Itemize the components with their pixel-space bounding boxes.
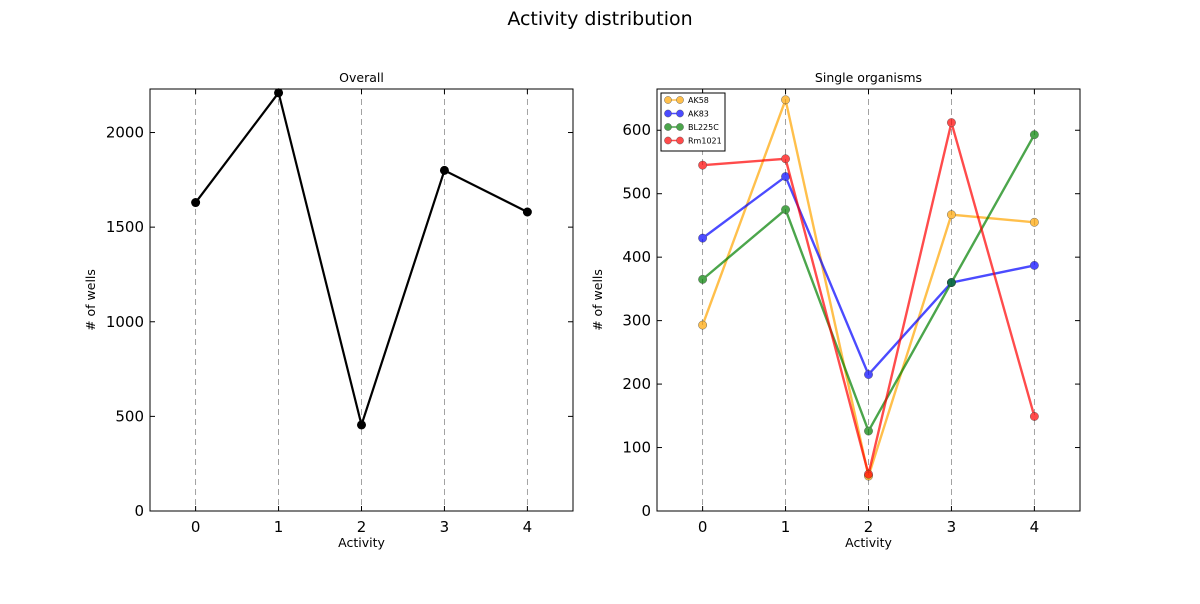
panel-2-ylabel: # of wells <box>590 269 605 331</box>
panel-2-series-rm1021-point-4 <box>1029 412 1039 421</box>
panel-1-ylabel: # of wells <box>83 269 98 331</box>
panel-2-xtick-label-1: 1 <box>781 518 791 536</box>
panel-1-xtick-label-2: 2 <box>357 518 367 536</box>
panel-1-ytick-label-1: 500 <box>115 407 144 425</box>
panel-2-legend-label-1: AK83 <box>688 110 709 119</box>
panel-2-xtick-label-2: 2 <box>864 518 874 536</box>
panel-2-legend-swatch-bl225c <box>664 123 684 131</box>
panel-2-legend-label-2: BL225C <box>688 123 719 132</box>
panel-2-legend-label-3: Rm1021 <box>688 137 722 146</box>
panel-2-legend-entry-ak58: AK58 <box>664 96 709 105</box>
panel-1: 0 1 2 3 4 0 500 1000 1500 2000 Overall Activity # of… <box>83 70 574 550</box>
panel-2-legend-swatch-ak83 <box>664 109 684 118</box>
panel-2-series-bl225c-point-0 <box>698 274 708 284</box>
panel-2-legend-marker-a-1 <box>664 109 672 118</box>
panel-2-legend-label-0: AK58 <box>688 96 709 105</box>
panel-2-series-ak83-point-0 <box>698 233 708 243</box>
panel-2-legend-swatch-rm1021 <box>664 136 684 145</box>
panel-2-xtick-label-4: 4 <box>1030 518 1040 536</box>
panel-1-series-1-point-1 <box>274 88 284 98</box>
panel-2-legend-entry-bl225c: BL225C <box>664 123 719 132</box>
panel-1-series-1-point-0 <box>191 198 201 208</box>
panel-2-series-rm1021-point-3 <box>947 118 956 128</box>
panel-1-ytick-label-4: 2000 <box>106 124 144 142</box>
panel-2-series-ak83-point-2 <box>864 370 873 379</box>
panel-2-ytick-label-6: 600 <box>622 121 651 139</box>
panel-2-legend-entry-ak83: AK83 <box>664 110 709 119</box>
panel-1-series-1 <box>191 88 532 430</box>
panel-2-series-bl225c-point-1 <box>781 205 790 214</box>
panel-2-xtick-label-3: 3 <box>947 518 957 536</box>
panel-2-legend-marker-a-0 <box>664 96 672 104</box>
panel-2-series-rm1021 <box>698 117 1039 479</box>
panel-2-series-ak58-point-3 <box>947 210 956 220</box>
panel-2-legend-marker-a-3 <box>664 136 672 145</box>
panel-2-ytick-label-0: 0 <box>641 502 651 520</box>
panel-1-xtick-label-1: 1 <box>274 518 284 536</box>
panel-2-series-ak58-point-0 <box>698 320 708 330</box>
panel-2-ytick-label-3: 300 <box>622 312 651 330</box>
figure-title: Activity distribution <box>507 8 693 30</box>
panel-1-series-1-point-3 <box>439 165 449 175</box>
panel-1-ytick-label-2: 1000 <box>106 313 144 331</box>
panel-2-series-bl225c-point-3 <box>947 278 956 287</box>
panel-2-series-bl225c <box>698 130 1039 436</box>
panel-2-xtick-label-0: 0 <box>698 518 708 536</box>
panel-1-series-1-point-4 <box>522 207 532 217</box>
panel-1-xlabel: Activity <box>338 535 385 550</box>
panel-2-legend-marker-b-2 <box>676 123 684 131</box>
panel-2-series-bl225c-point-2 <box>864 426 873 436</box>
panel-1-ytick-label-0: 0 <box>134 502 144 520</box>
panel-2-series-bl225c-point-4 <box>1029 130 1039 140</box>
panel-1-series-1-point-2 <box>356 420 366 430</box>
panel-2-series-rm1021-point-2 <box>864 469 873 479</box>
panel-1-xtick-label-0: 0 <box>191 518 201 536</box>
panel-2-series-ak58-point-1 <box>781 95 790 105</box>
panel-2-ytick-label-1: 100 <box>622 439 651 457</box>
panel-2-series-rm1021-point-1 <box>781 154 790 164</box>
panel-2-legend-marker-a-2 <box>664 123 672 131</box>
panel-2-legend-marker-b-3 <box>676 136 684 145</box>
panel-1-xtick-label-4: 4 <box>523 518 533 536</box>
panel-2-series-rm1021-point-0 <box>698 160 708 170</box>
panel-1-ytick-label-3: 1500 <box>106 218 144 236</box>
panel-2-title: Single organisms <box>815 70 922 85</box>
panel-2-legend-entry-rm1021: Rm1021 <box>664 136 722 146</box>
panel-2-legend-marker-b-1 <box>676 109 684 118</box>
panel-2-ytick-label-2: 200 <box>622 375 651 393</box>
panel-2-xlabel: Activity <box>845 535 892 550</box>
panel-1-xtick-label-3: 3 <box>440 518 450 536</box>
panel-1-title: Overall <box>339 70 384 85</box>
panel-2-ytick-label-5: 500 <box>622 185 651 203</box>
panel-2-series-ak83-point-4 <box>1029 261 1039 270</box>
panel-2-legend: AK58 AK83 BL225C Rm1021 <box>660 92 726 152</box>
panel-2: 0 1 2 3 4 0 100 200 300 400 500 600 Single organisms… <box>590 70 1081 550</box>
panel-2-series-ak58-point-4 <box>1029 217 1039 227</box>
panel-2-ytick-label-4: 400 <box>622 248 651 266</box>
panel-2-legend-marker-b-0 <box>676 96 684 104</box>
panel-2-legend-swatch-ak58 <box>664 96 684 104</box>
